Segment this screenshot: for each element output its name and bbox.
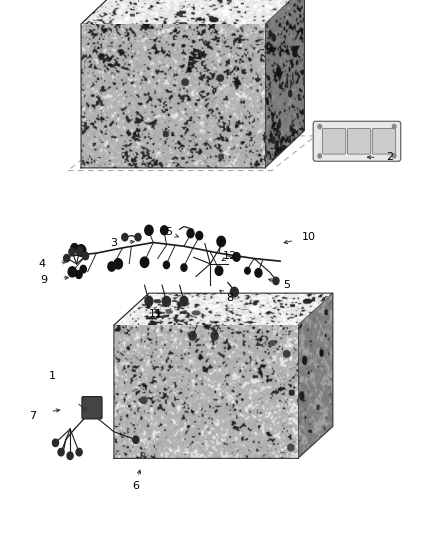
Circle shape [145, 225, 153, 235]
Text: 12: 12 [223, 251, 237, 261]
Circle shape [114, 259, 123, 269]
Text: 9: 9 [40, 275, 47, 285]
Circle shape [255, 269, 262, 277]
Circle shape [163, 261, 170, 269]
Text: 8: 8 [226, 294, 233, 303]
Circle shape [82, 252, 88, 260]
Circle shape [217, 236, 226, 247]
Text: 1: 1 [49, 371, 56, 381]
Circle shape [318, 154, 321, 158]
FancyBboxPatch shape [322, 128, 346, 154]
Circle shape [64, 254, 70, 262]
Circle shape [58, 448, 64, 456]
Circle shape [145, 296, 153, 306]
Circle shape [80, 265, 86, 273]
FancyBboxPatch shape [347, 128, 371, 154]
Circle shape [108, 262, 116, 271]
Circle shape [181, 264, 187, 271]
Circle shape [122, 233, 128, 241]
Circle shape [133, 436, 139, 443]
Text: 4: 4 [38, 259, 45, 269]
Circle shape [196, 231, 203, 240]
Circle shape [392, 154, 396, 158]
FancyBboxPatch shape [82, 397, 102, 419]
Circle shape [71, 244, 78, 252]
Circle shape [161, 226, 168, 235]
FancyBboxPatch shape [313, 122, 401, 161]
Circle shape [392, 125, 396, 129]
Circle shape [189, 332, 196, 340]
Text: 7: 7 [29, 411, 36, 421]
Text: 10: 10 [302, 232, 316, 242]
Circle shape [162, 296, 170, 306]
Circle shape [245, 268, 250, 274]
Circle shape [69, 248, 75, 255]
Circle shape [140, 257, 149, 268]
Text: 6: 6 [132, 481, 139, 491]
Circle shape [67, 452, 73, 459]
Circle shape [211, 332, 218, 340]
Circle shape [187, 229, 194, 238]
Text: 5: 5 [283, 280, 290, 290]
Circle shape [76, 245, 86, 256]
Circle shape [318, 125, 321, 129]
Text: 11: 11 [148, 310, 162, 319]
Circle shape [76, 448, 82, 456]
Circle shape [68, 267, 76, 277]
Circle shape [53, 439, 59, 447]
Circle shape [180, 296, 188, 306]
Circle shape [233, 253, 240, 261]
Text: 2: 2 [386, 152, 393, 162]
Circle shape [135, 233, 141, 241]
Circle shape [76, 271, 82, 278]
Circle shape [273, 277, 279, 285]
FancyBboxPatch shape [372, 128, 396, 154]
Text: 3: 3 [110, 238, 117, 247]
Text: 5: 5 [165, 227, 172, 237]
Circle shape [215, 266, 223, 276]
Circle shape [230, 287, 238, 297]
Circle shape [76, 247, 82, 255]
